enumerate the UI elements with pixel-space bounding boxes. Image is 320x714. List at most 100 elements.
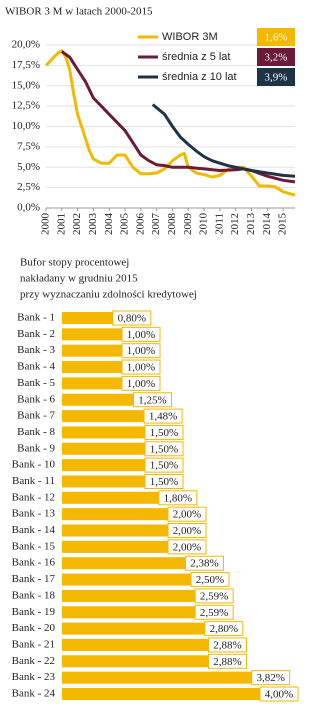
value-label-box — [184, 555, 224, 571]
value-label: 2,88% — [213, 639, 241, 651]
chart-title: nakładany w grudniu 2015 — [20, 273, 138, 285]
y-tick-label: Bank - 24 — [12, 688, 56, 700]
y-tick-label: Bank - 14 — [12, 524, 56, 536]
y-tick-label: 7,5% — [17, 140, 40, 152]
value-label: 0,80% — [118, 313, 146, 325]
y-tick-label: Bank - 18 — [12, 589, 56, 601]
y-tick-label: Bank - 17 — [12, 573, 56, 585]
x-tick-label: 2012 — [229, 213, 241, 235]
x-tick-label: 2004 — [103, 213, 115, 236]
value-label-box — [207, 637, 247, 653]
value-label-box — [204, 621, 244, 637]
y-tick-label: Bank - 23 — [12, 671, 56, 683]
value-label-box — [121, 343, 161, 359]
value-label-box — [207, 653, 247, 669]
value-label-box — [121, 359, 161, 375]
y-tick-label: Bank - 11 — [12, 475, 55, 487]
value-label-box — [133, 392, 172, 408]
y-tick-label: Bank - 5 — [17, 377, 55, 389]
y-tick-label: Bank - 13 — [12, 508, 56, 520]
value-label-box — [167, 506, 207, 522]
x-tick-label: 2010 — [198, 213, 210, 236]
bar — [62, 688, 298, 700]
value-label: 2,59% — [200, 590, 228, 602]
y-tick-label: Bank - 4 — [17, 361, 55, 373]
value-label: 2,00% — [173, 509, 201, 521]
bar — [62, 671, 290, 684]
y-tick-label: Bank - 12 — [12, 491, 55, 503]
bar — [62, 606, 234, 619]
y-tick-label: Bank - 1 — [17, 312, 55, 324]
value-label-box — [121, 326, 161, 342]
value-label: 2,00% — [173, 525, 201, 537]
value-label-box — [144, 424, 184, 440]
value-label: 1,50% — [150, 443, 178, 455]
legend-label: średnia z 5 lat — [162, 51, 230, 63]
y-tick-label: 10,0% — [12, 120, 40, 132]
y-tick-label: Bank - 21 — [12, 638, 55, 650]
y-tick-label: Bank - 22 — [12, 655, 55, 667]
value-label: 2,50% — [196, 574, 224, 586]
value-label: 1,50% — [150, 460, 178, 472]
y-tick-label: 5,0% — [17, 161, 40, 173]
value-label-box — [144, 457, 184, 473]
x-tick-label: 2001 — [55, 213, 67, 235]
x-tick-label: 2007 — [150, 213, 162, 236]
value-label-box — [144, 473, 184, 489]
value-label: 2,59% — [200, 607, 228, 619]
value-label-box — [194, 604, 234, 620]
infographic: WIBOR 3 M w latach 2000-2015 Bufor stopy… — [5, 6, 299, 702]
value-label: 3,82% — [257, 672, 285, 684]
x-tick-label: 2014 — [261, 213, 273, 236]
legend-label: średnia z 10 lat — [162, 71, 237, 83]
x-tick-label: 2006 — [134, 213, 146, 236]
value-label: 1,50% — [150, 427, 178, 439]
x-tick-label: 2002 — [71, 213, 83, 235]
x-tick-label: 2000 — [40, 213, 52, 236]
value-label-box — [121, 375, 161, 391]
value-label: 1,25% — [138, 394, 166, 406]
value-label-box — [167, 539, 207, 555]
bar — [62, 557, 224, 570]
value-label: 1,00% — [127, 345, 155, 357]
y-tick-label: 20,0% — [12, 39, 40, 51]
value-label-box — [167, 523, 207, 539]
value-label-box — [143, 408, 183, 424]
value-label-box — [190, 572, 230, 588]
legend-label: WIBOR 3M — [162, 31, 218, 43]
chart-title: WIBOR 3 M w latach 2000-2015 — [5, 6, 153, 18]
value-label: 1,48% — [149, 411, 177, 423]
chart-title: przy wyznaczaniu zdolności kredytowej — [20, 289, 197, 301]
y-tick-label: Bank - 2 — [17, 328, 55, 340]
bar — [62, 573, 229, 586]
x-tick-label: 2005 — [119, 213, 131, 236]
legend-value-box — [257, 48, 295, 66]
y-tick-label: Bank - 20 — [12, 622, 56, 634]
x-tick-label: 2003 — [87, 213, 99, 236]
value-label: 1,80% — [164, 492, 192, 504]
line-series — [151, 103, 296, 178]
y-tick-label: Bank - 15 — [12, 540, 56, 552]
bar — [62, 655, 247, 668]
y-tick-label: Bank - 9 — [17, 442, 55, 454]
value-label: 2,88% — [213, 656, 241, 668]
bar — [62, 589, 234, 602]
value-label: 1,50% — [150, 476, 178, 488]
legend-value: 1,6% — [265, 32, 288, 44]
chart-title: Bufor stopy procentowej — [20, 257, 129, 269]
x-tick-label: 2009 — [182, 213, 194, 236]
value-label-box — [144, 441, 184, 457]
y-tick-label: Bank - 16 — [12, 557, 56, 569]
value-label: 2,80% — [210, 623, 238, 635]
y-tick-label: 17,5% — [12, 59, 40, 71]
value-label: 1,00% — [127, 378, 155, 390]
x-tick-label: 2011 — [213, 213, 225, 235]
y-tick-label: 15,0% — [12, 79, 40, 91]
legend-value-box — [257, 28, 295, 46]
y-tick-label: 2,5% — [17, 181, 40, 193]
y-tick-label: Bank - 6 — [17, 393, 55, 405]
legend-value: 3,9% — [265, 72, 288, 84]
y-tick-label: Bank - 10 — [12, 459, 56, 471]
y-tick-label: Bank - 19 — [12, 606, 56, 618]
y-tick-label: 12,5% — [12, 100, 40, 112]
